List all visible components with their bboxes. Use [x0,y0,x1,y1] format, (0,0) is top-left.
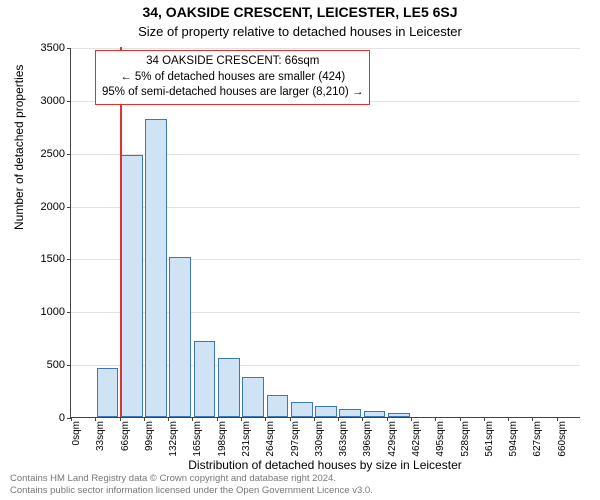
xtick-label: 297sqm [290,421,301,457]
ytick-mark [67,259,71,260]
ytick-label: 3500 [41,42,65,54]
callout-line: 34 OAKSIDE CRESCENT: 66sqm [102,54,363,70]
footer-line: Contains public sector information licen… [10,485,373,496]
xtick-label: 594sqm [508,421,519,457]
xtick-label: 99sqm [144,421,155,451]
ytick-label: 500 [47,359,65,371]
callout-line: 95% of semi-detached houses are larger (… [102,85,363,101]
ytick-label: 2000 [41,201,65,213]
xtick-label: 231sqm [241,421,252,457]
ytick-label: 1000 [41,306,65,318]
xtick-label: 132sqm [168,421,179,457]
ytick-mark [67,101,71,102]
histogram-bar [388,413,410,417]
ytick-label: 2500 [41,148,65,160]
ytick-mark [67,154,71,155]
histogram-bar [145,119,167,417]
histogram-bar [291,402,313,417]
ytick-label: 1500 [41,253,65,265]
ytick-mark [67,207,71,208]
callout-box: 34 OAKSIDE CRESCENT: 66sqm← 5% of detach… [95,50,370,105]
histogram-bar [97,368,119,417]
ytick-mark [67,365,71,366]
xtick-label: 33sqm [95,421,106,451]
histogram-bar [194,341,216,417]
xtick-label: 66sqm [120,421,131,451]
page-title: 34, OAKSIDE CRESCENT, LEICESTER, LE5 6SJ [0,4,600,20]
histogram-bar [242,377,264,417]
ytick-label: 0 [59,412,65,424]
xtick-label: 495sqm [435,421,446,457]
ytick-label: 3000 [41,95,65,107]
ytick-mark [67,48,71,49]
y-axis-label: Number of detached properties [12,65,26,230]
xtick-label: 627sqm [532,421,543,457]
xtick-label: 363sqm [338,421,349,457]
callout-line: ← 5% of detached houses are smaller (424… [102,70,363,86]
grid-line [71,48,580,49]
ytick-mark [67,312,71,313]
footer-line: Contains HM Land Registry data © Crown c… [10,473,373,484]
histogram-bar [315,406,337,417]
xtick-label: 264sqm [265,421,276,457]
histogram-bar [339,409,361,417]
xtick-label: 0sqm [71,421,82,445]
x-axis-label: Distribution of detached houses by size … [70,458,580,472]
xtick-label: 429sqm [387,421,398,457]
xtick-label: 660sqm [557,421,568,457]
xtick-label: 165sqm [192,421,203,457]
xtick-label: 528sqm [460,421,471,457]
histogram-bar [364,411,386,417]
xtick-label: 462sqm [411,421,422,457]
xtick-label: 198sqm [217,421,228,457]
xtick-label: 561sqm [484,421,495,457]
footer-attribution: Contains HM Land Registry data © Crown c… [10,473,373,496]
xtick-label: 330sqm [314,421,325,457]
histogram-bar [218,358,240,417]
page-subtitle: Size of property relative to detached ho… [0,24,600,39]
histogram-bar [267,395,289,417]
histogram-bar [169,257,191,417]
histogram-bar [121,155,143,417]
xtick-label: 396sqm [362,421,373,457]
